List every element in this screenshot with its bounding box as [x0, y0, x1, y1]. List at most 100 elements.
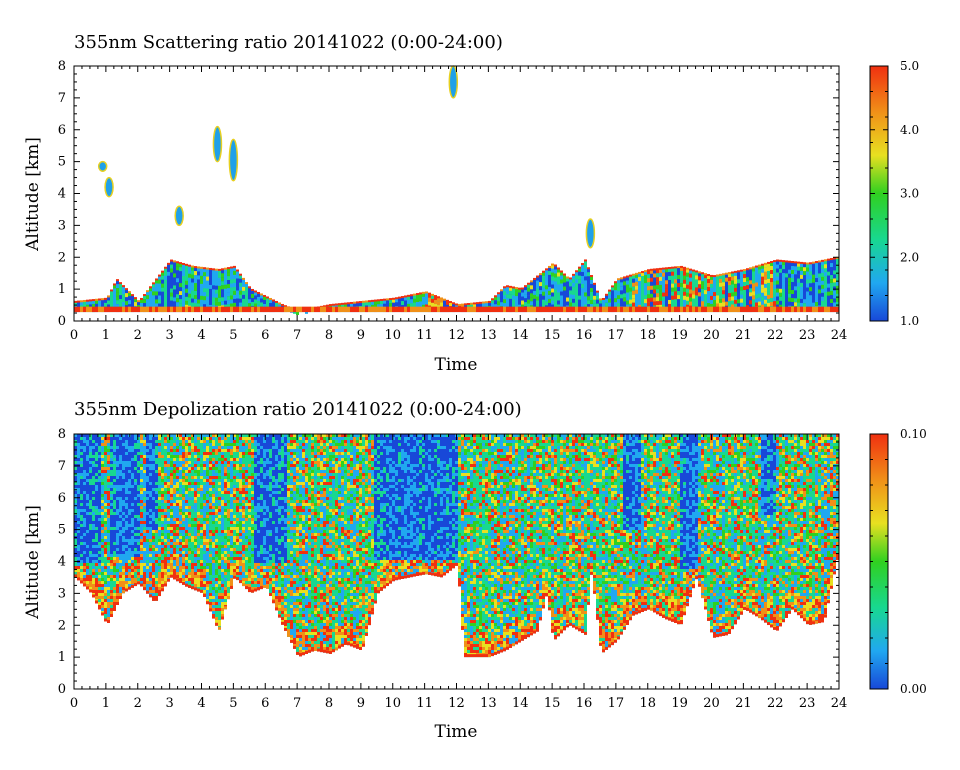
p2-cell — [113, 596, 116, 599]
p2-cell — [161, 521, 164, 524]
p2-cell — [173, 572, 176, 575]
p2-cell — [131, 545, 134, 548]
p2-cell — [254, 566, 257, 569]
p2-cell — [290, 458, 293, 461]
p2-cell — [242, 551, 245, 554]
p1-cell — [506, 298, 509, 303]
p2-cell — [80, 578, 83, 581]
p2-cell — [197, 473, 200, 476]
p2-cell — [230, 530, 233, 533]
p1-cell — [719, 302, 722, 307]
p2-cell — [80, 557, 83, 560]
p2-cell — [287, 449, 290, 452]
p2-cell — [284, 533, 287, 536]
p2-cell — [113, 539, 116, 542]
p2-cell — [107, 509, 110, 512]
p2-cell — [203, 590, 206, 593]
p2-cell — [257, 479, 260, 482]
p2-cell — [233, 500, 236, 503]
p2-cell — [149, 503, 152, 506]
p1-edge — [446, 299, 449, 302]
p2-cell — [98, 602, 101, 605]
p2-cell — [158, 566, 161, 569]
p2-cell — [104, 473, 107, 476]
p2-cell — [161, 560, 164, 563]
p2-cell — [125, 473, 128, 476]
p2-cell — [92, 446, 95, 449]
p2-cell — [206, 545, 209, 548]
p2-cell — [254, 575, 257, 578]
p2-cell — [206, 494, 209, 497]
p2-cell — [146, 530, 149, 533]
scattering-ratio-panel: 355nm Scattering ratio 20141022 (0:00-24… — [23, 32, 919, 375]
p2-cell — [152, 440, 155, 443]
p2-cell — [176, 512, 179, 515]
p2-cell — [74, 452, 77, 455]
p2-cell — [149, 500, 152, 503]
p2-cell — [239, 458, 242, 461]
p2-cell — [101, 437, 104, 440]
p2-cell — [164, 446, 167, 449]
p2-cell — [158, 515, 161, 518]
p2-cell — [212, 440, 215, 443]
p1-ground — [227, 306, 230, 313]
p2-cell — [158, 530, 161, 533]
p1-cell — [698, 292, 701, 297]
p1-cell — [557, 268, 560, 273]
p2-cell — [140, 539, 143, 542]
p2-cell — [290, 437, 293, 440]
p2-cell — [158, 446, 161, 449]
p2-cell — [287, 464, 290, 467]
p2-cell — [272, 575, 275, 578]
p2-cell — [197, 554, 200, 557]
p2-cell — [149, 554, 152, 557]
p2-cell — [212, 581, 215, 584]
p2-cell — [248, 536, 251, 539]
p2-cell — [83, 512, 86, 515]
p1-cell — [113, 292, 116, 297]
p2-cell — [74, 515, 77, 518]
p2-cell — [110, 560, 113, 563]
p1-cell — [632, 282, 635, 287]
p2-cell — [149, 524, 152, 527]
p1-column — [404, 296, 407, 313]
p1-cell — [536, 304, 539, 309]
p1-ground — [824, 306, 827, 313]
p1-cell — [233, 270, 236, 275]
p1-cell — [407, 295, 410, 300]
p1-cell — [200, 279, 203, 284]
p2-cell — [122, 551, 125, 554]
p1-cell — [515, 288, 518, 293]
p1-ground — [86, 306, 89, 313]
p2-cell — [173, 485, 176, 488]
p2-cell — [125, 563, 128, 566]
p2-cell — [119, 509, 122, 512]
p2-cell — [221, 467, 224, 470]
p1-ground — [758, 306, 761, 313]
p2-cell — [86, 581, 89, 584]
p2-cell — [236, 458, 239, 461]
p2-cell — [245, 482, 248, 485]
p1-ground — [734, 306, 737, 313]
p2-cell — [158, 449, 161, 452]
p1-ground — [674, 306, 677, 313]
p1-column — [587, 268, 590, 313]
p2-cell — [176, 476, 179, 479]
p1-ground — [266, 306, 269, 313]
p2-cell — [143, 548, 146, 551]
p1-column — [716, 275, 719, 313]
p2-cell — [239, 473, 242, 476]
p2-cell — [146, 461, 149, 464]
p2-cell — [188, 470, 191, 473]
p2-cell — [107, 605, 110, 608]
p2-cell — [179, 440, 182, 443]
p1-cell — [719, 282, 722, 287]
p1-column — [188, 265, 191, 313]
p2-cell — [188, 473, 191, 476]
p2-cell — [155, 566, 158, 569]
p2-cell — [164, 485, 167, 488]
p1-cell — [590, 292, 593, 297]
p2-cell — [104, 536, 107, 539]
p2-cell — [170, 482, 173, 485]
p2-cell — [149, 587, 152, 590]
